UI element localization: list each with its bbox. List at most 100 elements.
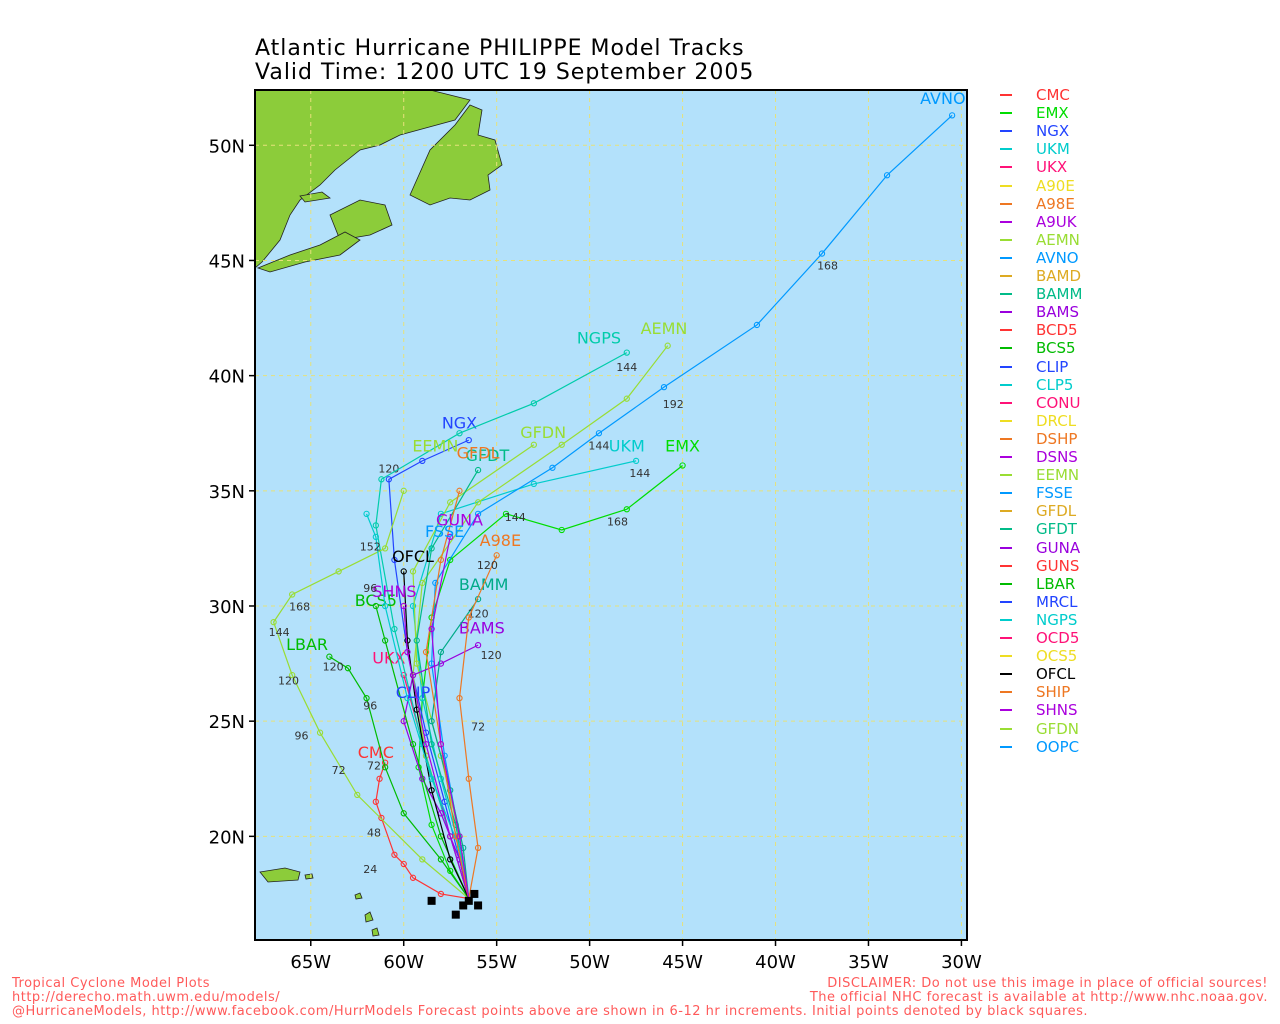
legend-label: BAMS (1036, 303, 1080, 322)
footer-left-line2[interactable]: http://derecho.math.uwm.edu/models/ (12, 990, 281, 1005)
initial-point-square (427, 896, 436, 905)
track-label-shns: SHNS (372, 582, 416, 601)
forecast-hour-label: 72 (471, 720, 485, 733)
track-point (474, 641, 482, 649)
legend-label: BCD5 (1036, 321, 1078, 340)
legend-label: LBAR (1036, 574, 1076, 593)
legend-item: DRCL (1000, 412, 1076, 430)
legend-label: GFDT (1036, 520, 1077, 539)
track-point (354, 791, 361, 799)
legend-label: MRCL (1036, 592, 1078, 611)
legend-swatch (1000, 238, 1012, 241)
legend-item: BAMD (1000, 267, 1081, 285)
track-point (447, 867, 454, 875)
footer-nhc-note[interactable]: The official NHC forecast is available a… (809, 990, 1268, 1005)
track-point (413, 637, 420, 644)
legend-swatch (1000, 94, 1012, 96)
legend-label: EEMN (1036, 466, 1080, 485)
legend-label: GFDL (1036, 502, 1077, 521)
track-point (452, 833, 459, 840)
legend-label: SHNS (1036, 701, 1078, 720)
legend-swatch (1000, 582, 1012, 585)
legend-swatch (1000, 727, 1012, 730)
lat-tick-label: 40N (209, 367, 245, 388)
track-point (404, 637, 411, 644)
newfoundland-landmass (409, 104, 503, 206)
legend-item: FSSE (1000, 484, 1073, 502)
track-label-ngps: NGPS (577, 328, 621, 347)
footer-left-line1: Tropical Cyclone Model Plots (12, 976, 211, 991)
legend-swatch (1000, 347, 1012, 350)
legend-label: SHIP (1036, 683, 1071, 702)
track-label-lbar: LBAR (286, 635, 328, 654)
legend-label: EMX (1036, 104, 1069, 123)
pei-landmass (299, 191, 331, 203)
track-point (404, 648, 411, 656)
puerto-rico-landmass (259, 867, 301, 883)
track-point (400, 568, 407, 575)
legend-swatch (1000, 492, 1012, 495)
legend-label: BAMD (1036, 267, 1082, 285)
lat-tick-label: 35N (209, 482, 245, 503)
track-point (419, 856, 426, 863)
legend-label: A98E (1036, 194, 1075, 213)
track-point (372, 522, 379, 529)
track-bams (403, 644, 479, 899)
legend-label: GUNS (1036, 556, 1080, 575)
forecast-hour-label: 120 (378, 462, 399, 475)
track-point (378, 814, 385, 822)
track-point (883, 172, 891, 179)
track-point (474, 499, 482, 506)
track-point (289, 591, 296, 598)
track-point (381, 545, 389, 552)
legend-swatch (1000, 401, 1012, 404)
track-label-emx: EMX (665, 437, 700, 456)
forecast-hour-label: 120 (477, 559, 498, 572)
legend-swatch (1000, 745, 1012, 748)
track-point (623, 506, 630, 513)
forecast-hour-label: 120 (481, 649, 502, 662)
legend-swatch (1000, 618, 1012, 621)
initial-point-square (459, 901, 468, 910)
track-point (432, 579, 439, 587)
track-point (447, 856, 454, 863)
legend-swatch (1000, 130, 1012, 133)
legend-item: MRCL (1000, 593, 1077, 611)
forecast-hour-label: 96 (363, 700, 377, 713)
track-point (400, 810, 407, 817)
legend-swatch (1000, 383, 1012, 386)
legend-swatch (1000, 474, 1012, 477)
legend-label: BAMM (1036, 285, 1083, 304)
legend-swatch (1000, 600, 1012, 603)
track-label-ofcl: OFCL (392, 547, 434, 566)
track-point (474, 844, 482, 852)
legend-swatch (1000, 256, 1012, 259)
track-point (558, 441, 565, 448)
legend-item: AEMN (1000, 231, 1080, 249)
track-point (465, 775, 472, 782)
legend-label: OCS5 (1036, 647, 1078, 666)
legend-item: NGX (1000, 122, 1069, 140)
legend-item: A90E (1000, 177, 1075, 195)
track-label-ukx: UKX (372, 649, 405, 668)
legend-swatch (1000, 564, 1012, 567)
legend-item: A98E (1000, 195, 1075, 213)
legend-item: DSNS (1000, 448, 1078, 466)
legend-swatch (1000, 655, 1012, 658)
track-point (270, 618, 277, 626)
legend-swatch (1000, 365, 1012, 368)
legend-item: CONU (1000, 394, 1080, 412)
lon-tick-label: 60W (383, 952, 424, 973)
track-point (409, 568, 417, 575)
track-guna (431, 536, 470, 899)
track-bamm (430, 598, 479, 899)
legend-label: DRCL (1036, 411, 1077, 430)
track-shns (403, 605, 470, 899)
forecast-hour-label: 24 (363, 863, 377, 876)
track-point (502, 510, 510, 517)
legend-item: OFCL (1000, 665, 1075, 683)
track-point (660, 384, 668, 391)
track-point (409, 602, 417, 610)
